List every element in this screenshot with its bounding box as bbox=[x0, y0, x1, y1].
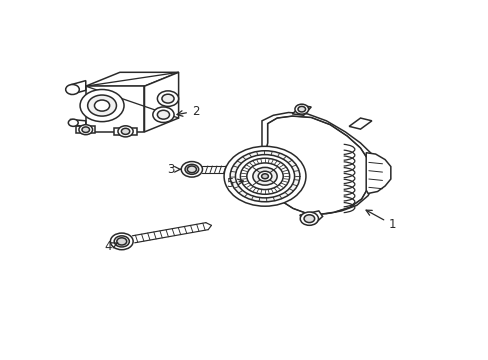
Circle shape bbox=[94, 100, 109, 111]
Circle shape bbox=[157, 91, 178, 107]
Polygon shape bbox=[260, 112, 377, 214]
Circle shape bbox=[294, 104, 308, 114]
Polygon shape bbox=[85, 72, 178, 86]
Circle shape bbox=[187, 166, 196, 173]
Circle shape bbox=[300, 212, 318, 225]
Text: 1: 1 bbox=[366, 210, 396, 231]
Circle shape bbox=[261, 174, 268, 179]
Circle shape bbox=[68, 119, 78, 126]
Polygon shape bbox=[114, 128, 137, 135]
Circle shape bbox=[157, 110, 169, 119]
Circle shape bbox=[181, 162, 202, 177]
Circle shape bbox=[246, 163, 283, 190]
Circle shape bbox=[224, 146, 305, 206]
Circle shape bbox=[87, 95, 116, 116]
Circle shape bbox=[252, 167, 277, 185]
Polygon shape bbox=[264, 116, 370, 215]
Circle shape bbox=[240, 158, 289, 194]
Text: 2: 2 bbox=[177, 105, 199, 118]
Circle shape bbox=[117, 238, 126, 245]
Polygon shape bbox=[76, 126, 95, 133]
Text: 3: 3 bbox=[167, 163, 180, 176]
Circle shape bbox=[80, 90, 124, 122]
Circle shape bbox=[114, 236, 129, 247]
Circle shape bbox=[184, 164, 198, 174]
Circle shape bbox=[110, 233, 133, 250]
Circle shape bbox=[162, 94, 174, 103]
Circle shape bbox=[304, 215, 314, 222]
Polygon shape bbox=[144, 72, 178, 132]
Polygon shape bbox=[366, 153, 390, 193]
Text: 5: 5 bbox=[225, 177, 243, 190]
Circle shape bbox=[82, 127, 89, 132]
Polygon shape bbox=[85, 86, 144, 132]
Polygon shape bbox=[70, 120, 85, 126]
Polygon shape bbox=[292, 105, 311, 115]
Circle shape bbox=[258, 171, 271, 181]
Circle shape bbox=[121, 128, 129, 134]
Circle shape bbox=[297, 107, 305, 112]
Circle shape bbox=[79, 125, 92, 135]
Polygon shape bbox=[348, 118, 371, 129]
Text: 4: 4 bbox=[104, 240, 118, 253]
Circle shape bbox=[153, 107, 174, 122]
Polygon shape bbox=[299, 211, 322, 223]
Circle shape bbox=[235, 155, 294, 198]
Circle shape bbox=[230, 151, 299, 202]
Circle shape bbox=[118, 126, 133, 137]
Polygon shape bbox=[70, 81, 85, 94]
Circle shape bbox=[65, 85, 79, 94]
